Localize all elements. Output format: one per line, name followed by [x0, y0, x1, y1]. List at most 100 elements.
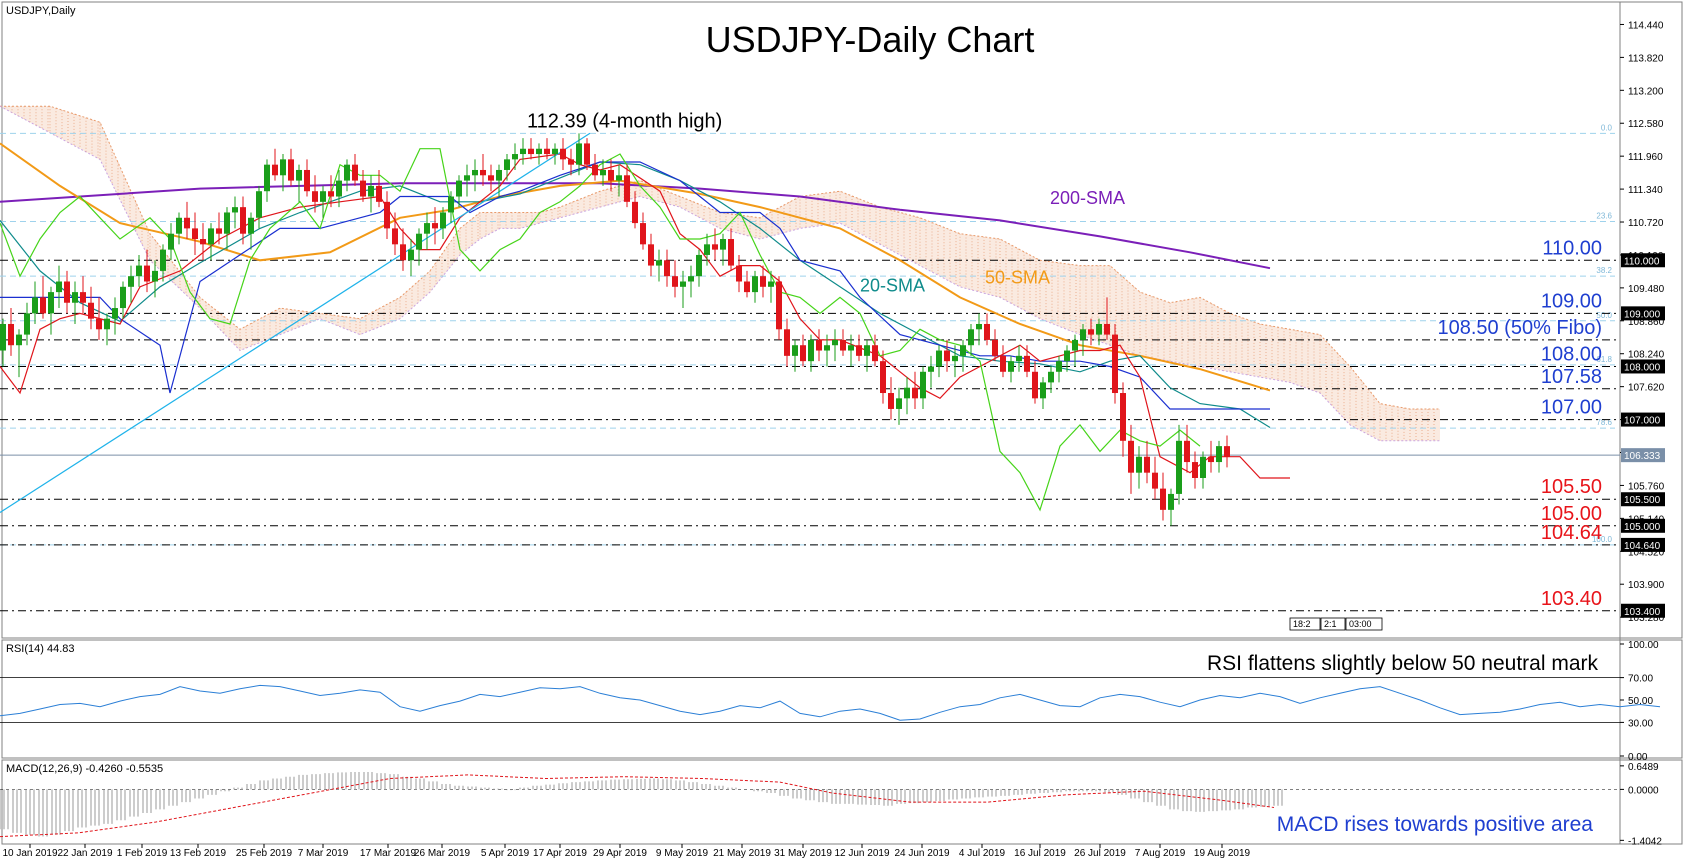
candle-body: [440, 212, 446, 229]
candle-body: [8, 323, 14, 346]
candle-body: [552, 148, 558, 155]
key-level-badge-text: 105.500: [1624, 495, 1661, 506]
candle-body: [104, 318, 110, 330]
candle-body: [240, 207, 246, 234]
rsi-annotation: RSI flattens slightly below 50 neutral m…: [1207, 652, 1599, 675]
fib-level-label: 23.6: [1596, 211, 1612, 220]
key-level-label: 103.40: [1541, 588, 1602, 610]
candle-body: [840, 339, 846, 351]
candle-body: [224, 212, 230, 234]
candle-body: [416, 233, 422, 250]
fib-level-label: 38.2: [1596, 266, 1612, 275]
candle-body: [1192, 462, 1198, 478]
candle-body: [944, 350, 950, 362]
candle-body: [816, 339, 822, 351]
candle-body: [856, 345, 862, 356]
candle-body: [1048, 371, 1054, 383]
price-axis-tick-label: 113.200: [1628, 86, 1664, 97]
candle-body: [424, 223, 430, 234]
price-axis-tick-label: 114.440: [1628, 20, 1664, 31]
price-axis-tick-label: 110.720: [1628, 218, 1664, 229]
key-level-badge-text: 108.000: [1624, 362, 1661, 373]
candle-body: [704, 244, 710, 255]
candle-body: [1200, 456, 1206, 478]
candle-body: [304, 169, 310, 192]
candle-body: [136, 265, 142, 277]
candle-body: [1184, 440, 1190, 463]
macd-label: MACD(12,26,9) -0.4260 -0.5535: [6, 763, 163, 775]
candle-body: [880, 361, 886, 394]
x-axis-tick-label: 9 May 2019: [656, 848, 709, 859]
candle-body: [296, 169, 302, 181]
key-level-label: 110.00: [1542, 237, 1602, 259]
candle-body: [776, 281, 782, 330]
x-axis-tick-label: 7 Mar 2019: [298, 848, 349, 859]
candle-body: [976, 323, 982, 330]
candle-body: [744, 281, 750, 293]
candle-body: [384, 201, 390, 229]
candle-body: [1072, 339, 1078, 351]
candle-body: [344, 164, 350, 181]
candle-body: [352, 164, 358, 181]
candle-body: [1168, 493, 1174, 510]
candle-body: [528, 148, 534, 155]
candle-body: [560, 148, 566, 160]
candle-body: [832, 339, 838, 346]
x-axis-tick-label: 29 Apr 2019: [593, 848, 647, 859]
x-axis-tick-label: 17 Mar 2019: [360, 848, 417, 859]
x-axis-tick-label: 22 Jan 2019: [57, 848, 112, 859]
candle-body: [288, 159, 294, 181]
candle-body: [808, 339, 814, 362]
key-level-badge: [1621, 492, 1665, 507]
candle-body: [608, 169, 614, 181]
main-panel-frame: [1, 1, 1683, 639]
key-level-badge: [1621, 537, 1665, 552]
candle-body: [368, 185, 374, 197]
candle-body: [864, 345, 870, 356]
candle-body: [336, 180, 342, 197]
candle-body: [664, 260, 670, 277]
candle-body: [168, 233, 174, 250]
candle-body: [216, 228, 222, 234]
x-axis-tick-label: 26 Mar 2019: [414, 848, 471, 859]
x-axis-tick-label: 19 Aug 2019: [1194, 848, 1251, 859]
macd-axis-tick-label: 0.0000: [1628, 785, 1659, 796]
macd-axis-tick-label: 0.6489: [1628, 762, 1659, 773]
candle-body: [720, 239, 726, 250]
chart-annotation: 20-SMA: [860, 275, 925, 295]
candle-body: [1176, 440, 1182, 494]
key-level-badge-text: 107.000: [1624, 416, 1661, 427]
candle-body: [248, 217, 254, 234]
candle-body: [592, 164, 598, 176]
candle-body: [176, 217, 182, 234]
fib-level-label: 50.0: [1596, 311, 1612, 320]
chart-annotation: 50-SMA: [985, 267, 1050, 287]
key-level-badge-text: 105.000: [1624, 522, 1661, 533]
candle-body: [784, 329, 790, 356]
key-level-label: 109.00: [1541, 290, 1602, 312]
candle-body: [912, 387, 918, 399]
price-axis-tick-label: 113.820: [1628, 53, 1664, 64]
candle-body: [544, 148, 550, 155]
candle-body: [1144, 456, 1150, 473]
time-box: [1320, 617, 1346, 631]
candle-body: [272, 164, 278, 176]
price-axis-tick-label: 111.340: [1628, 185, 1663, 196]
candle-body: [1056, 361, 1062, 372]
time-box: [1345, 617, 1383, 631]
candle-body: [872, 345, 878, 362]
price-axis-tick-label: 108.240: [1628, 350, 1665, 361]
time-box: [1289, 617, 1321, 631]
candle-body: [1016, 355, 1022, 362]
x-axis-tick-label: 16 Jul 2019: [1014, 848, 1066, 859]
candle-body: [520, 148, 526, 155]
candle-body: [576, 143, 582, 165]
candle-body: [920, 371, 926, 399]
candle-body: [984, 323, 990, 340]
candle-body: [896, 398, 902, 409]
candle-body: [888, 393, 894, 409]
x-axis-tick-label: 21 May 2019: [713, 848, 771, 859]
x-axis-tick-label: 5 Apr 2019: [481, 848, 530, 859]
candle-body: [1088, 329, 1094, 335]
